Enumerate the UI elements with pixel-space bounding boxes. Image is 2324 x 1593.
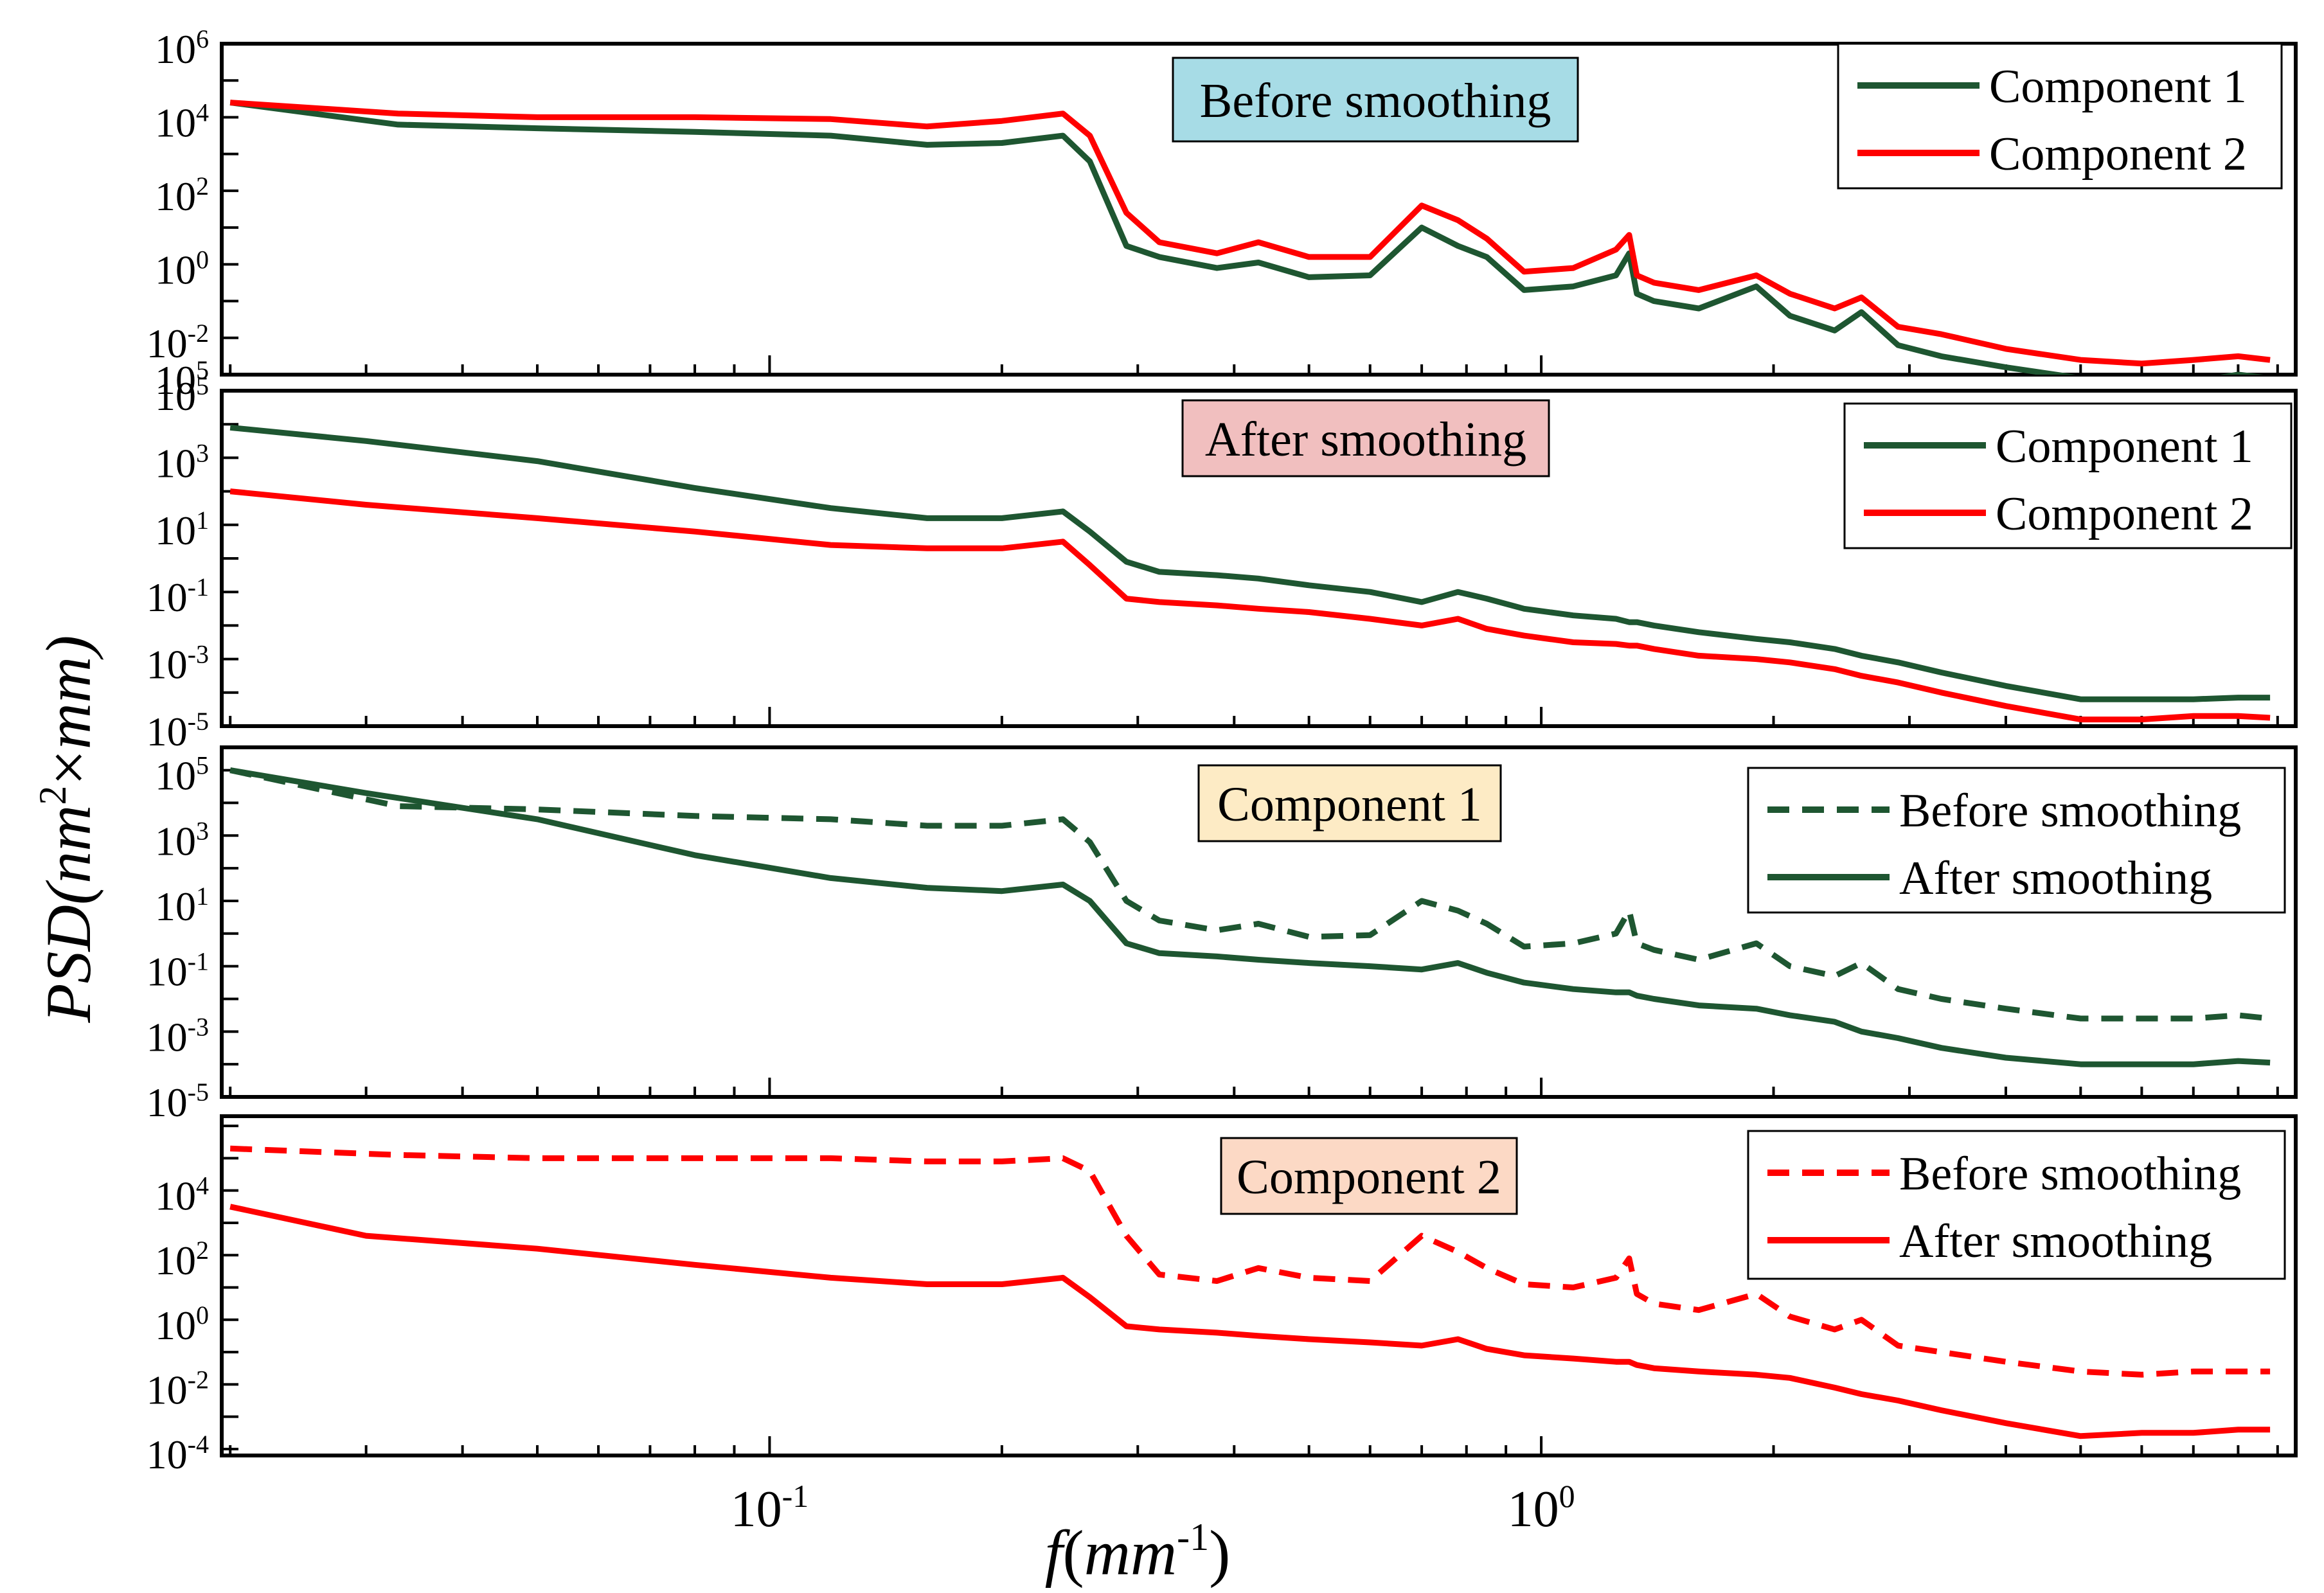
legend-label: Component 2 — [1989, 128, 2247, 181]
panel-title-box — [1181, 399, 1550, 477]
y-tick-label: 10-3 — [147, 640, 209, 688]
panel-title: Component 1 — [1217, 778, 1482, 832]
panel-title-box — [1220, 1137, 1518, 1215]
legend-label: Component 2 — [1996, 488, 2253, 540]
legend-box — [1747, 767, 2286, 914]
panel-4: 10-4 10-2 100 102 104 Component 2 Before smoot… — [147, 1114, 2298, 1477]
y-tick-label: 10-2 — [147, 319, 209, 366]
plot-frame — [220, 42, 2298, 377]
y-tick-label: 10-5 — [147, 707, 209, 754]
panel-title: Component 2 — [1237, 1150, 1501, 1204]
y-tick-label: 10-1 — [147, 573, 209, 620]
y-tick-label: 105 — [155, 751, 209, 799]
y-tick-label: 100 — [155, 245, 209, 292]
y-tick-label: 10-3 — [147, 1012, 209, 1060]
y-axis-label: PSD(nm2×mm) — [31, 636, 104, 1024]
y-tick-label: 104 — [155, 98, 209, 145]
panel-title: After smoothing — [1205, 413, 1526, 467]
series-line-after-smoothing — [229, 1204, 2271, 1439]
legend-label: Component 1 — [1989, 60, 2247, 113]
series-line-before-smoothing — [230, 1145, 2271, 1378]
series-line-component-1 — [229, 100, 2264, 375]
panel-1: 10-2 100 102 104 106 105 Before smoothing Compo… — [147, 24, 2298, 403]
y-tick-label: 104 — [155, 1171, 209, 1219]
panel-title-box — [1197, 764, 1502, 842]
legend-box — [1747, 1130, 2286, 1280]
legend-label: After smoothing — [1899, 1215, 2212, 1268]
y-tick-label: 101 — [155, 882, 209, 929]
series-line-component-2 — [229, 488, 2271, 723]
y-tick-label: 100 — [155, 1301, 209, 1348]
panel-title: Before smoothing — [1200, 74, 1551, 128]
y-tick-label: 105 — [155, 371, 209, 419]
legend-label: Before smoothing — [1899, 785, 2241, 837]
plot-frame — [220, 1114, 2298, 1457]
y-tick-label: 103 — [155, 816, 209, 864]
y-tick-label: 101 — [155, 506, 209, 553]
legend-box — [1843, 402, 2293, 549]
panels: 10-2 100 102 104 106 105 Before smoothing Compo… — [147, 24, 2298, 1538]
y-tick-label: 103 — [155, 438, 209, 486]
y-tick-label: 105 — [155, 355, 209, 403]
series-line-after-smoothing — [229, 767, 2271, 1067]
y-tick-label: 106 — [155, 24, 209, 72]
panel-2: 10-5 10-3 10-1 101 103 105 After smoothing Comp… — [147, 371, 2298, 754]
y-tick-label: 10-5 — [147, 1078, 209, 1125]
x-tick-label: 100 — [1508, 1478, 1575, 1538]
y-tick-label: 102 — [155, 1236, 209, 1283]
y-tick-label: 10-4 — [147, 1430, 209, 1477]
series-line-component-1 — [229, 424, 2271, 702]
legend-box — [1837, 42, 2283, 190]
y-tick-label: 102 — [155, 172, 209, 219]
legend-label: Component 1 — [1996, 420, 2253, 473]
legend-label: Before smoothing — [1899, 1148, 2241, 1200]
y-tick-label: 10-1 — [147, 947, 209, 995]
x-axis-label: f(mm-1) — [1045, 1516, 1231, 1589]
x-tick-label: 10-1 — [731, 1478, 809, 1538]
panel-3: 10-5 10-3 10-1 101 103 105 Component 1 Before s… — [147, 745, 2298, 1125]
series-line-component-2 — [229, 100, 2271, 367]
legend-label: After smoothing — [1899, 852, 2212, 905]
y-tick-label: 10-2 — [147, 1365, 209, 1412]
panel-title-box — [1172, 57, 1579, 143]
plot-frame — [220, 745, 2298, 1099]
series-line-before-smoothing — [229, 767, 2271, 1022]
